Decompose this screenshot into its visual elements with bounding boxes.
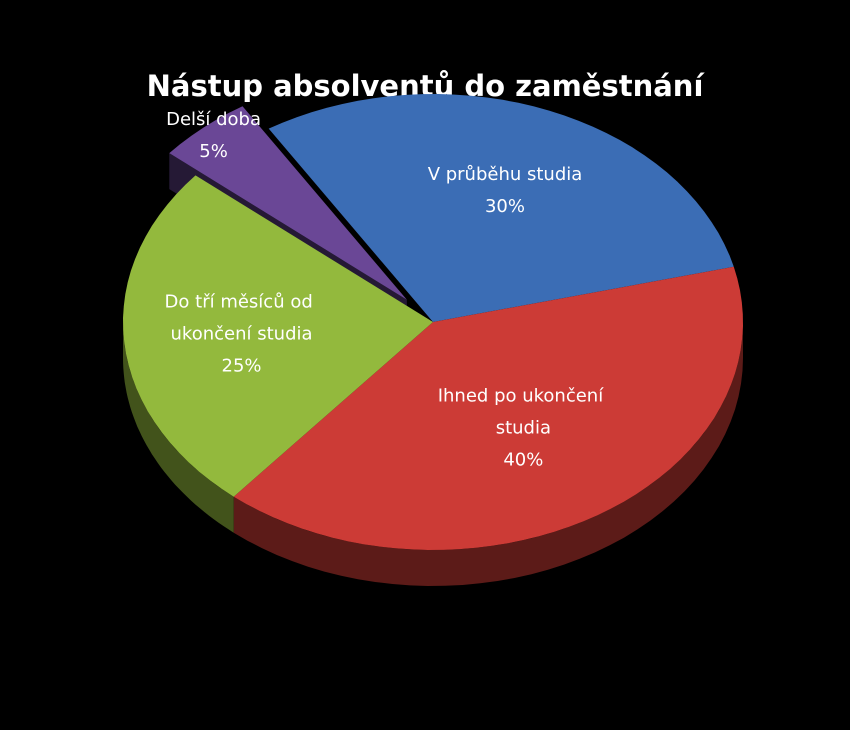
slice-side — [233, 322, 743, 586]
slice-label: Delší doba — [166, 109, 261, 130]
slice-side — [123, 322, 234, 533]
slice-value-label: 5% — [199, 141, 228, 162]
pie-slice — [123, 175, 433, 497]
slice-value-label: 30% — [485, 196, 525, 217]
slice-label: V průběhu studia — [428, 164, 583, 185]
slice-value-label: 25% — [222, 355, 262, 376]
pie-slice — [169, 106, 407, 300]
pie-slice — [233, 266, 743, 550]
pie-slice — [268, 94, 734, 322]
slice-value-label: 40% — [503, 449, 543, 470]
slice-label: Ihned po ukončení studia — [438, 385, 609, 438]
slice-label: Do tří měsíců od ukončení studia — [165, 291, 319, 344]
